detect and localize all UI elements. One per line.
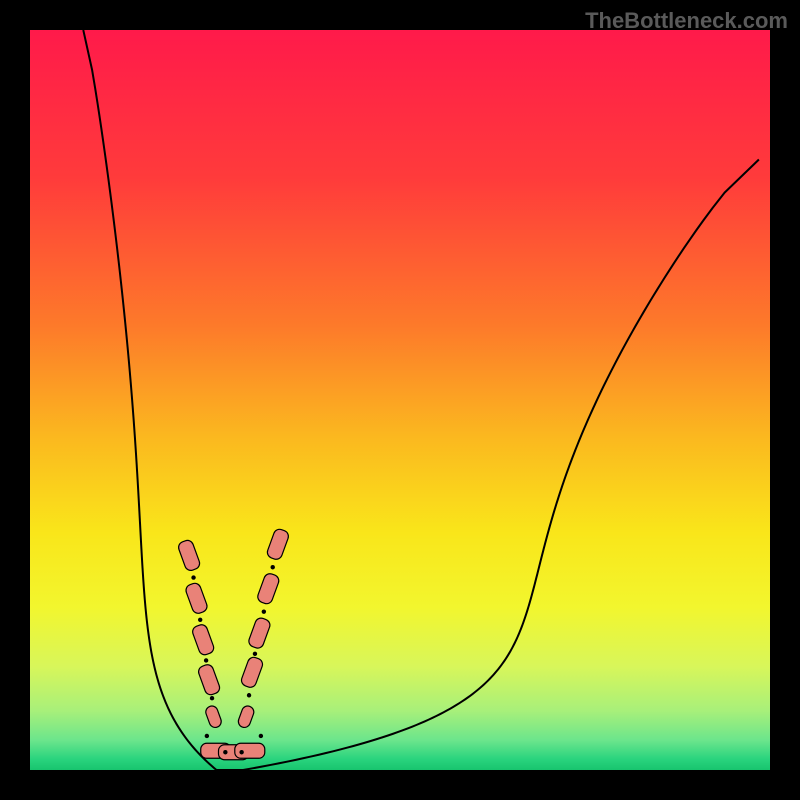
curve-bead-dot (191, 575, 195, 579)
curve-bead-dot (271, 565, 275, 569)
curve-bead-dot (262, 609, 266, 613)
curve-bead-dot (210, 696, 214, 700)
curve-bead-dot (259, 734, 263, 738)
curve-bead-dot (239, 750, 243, 754)
curve-bead-dot (247, 693, 251, 697)
curve-bead-dot (198, 618, 202, 622)
curve-bead-dot (204, 658, 208, 662)
curve-bead-dot (223, 750, 227, 754)
gradient-background (30, 30, 770, 770)
curve-marker (235, 743, 265, 758)
curve-bead-dot (205, 734, 209, 738)
chart-svg (0, 0, 800, 800)
chart-root: TheBottleneck.com (0, 0, 800, 800)
curve-bead-dot (253, 652, 257, 656)
watermark-label: TheBottleneck.com (585, 8, 788, 34)
